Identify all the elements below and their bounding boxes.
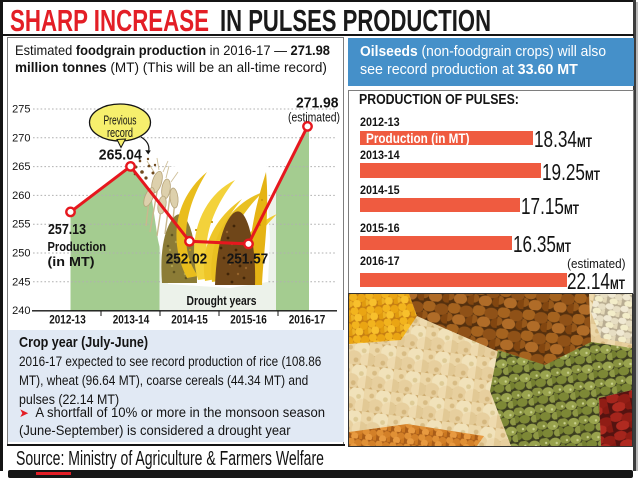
svg-text:245: 245 [12, 276, 30, 288]
svg-text:265.04: 265.04 [99, 147, 143, 164]
svg-text:2015-16: 2015-16 [230, 313, 267, 327]
svg-text:record: record [107, 126, 133, 140]
svg-text:2014-15: 2014-15 [171, 313, 208, 327]
svg-text:275: 275 [12, 104, 30, 116]
svg-text:2013-14: 2013-14 [113, 313, 150, 327]
svg-text:252.02: 252.02 [166, 251, 208, 268]
svg-text:265: 265 [12, 161, 30, 173]
svg-text:Production: Production [48, 239, 107, 254]
svg-text:(estimated): (estimated) [288, 111, 340, 125]
svg-text:270: 270 [12, 132, 30, 144]
svg-text:2016-17: 2016-17 [289, 313, 326, 327]
svg-text:255: 255 [12, 219, 30, 231]
svg-text:250: 250 [12, 248, 30, 260]
svg-text:260: 260 [12, 190, 30, 202]
svg-text:Drought years: Drought years [187, 294, 257, 308]
svg-text:257.13: 257.13 [48, 222, 86, 238]
svg-text:251.57: 251.57 [227, 251, 269, 268]
svg-text:Previous: Previous [104, 114, 137, 128]
svg-text:(in MT): (in MT) [48, 254, 95, 269]
svg-text:271.98: 271.98 [296, 95, 339, 112]
svg-text:240: 240 [12, 305, 30, 317]
svg-text:2012-13: 2012-13 [49, 313, 86, 327]
